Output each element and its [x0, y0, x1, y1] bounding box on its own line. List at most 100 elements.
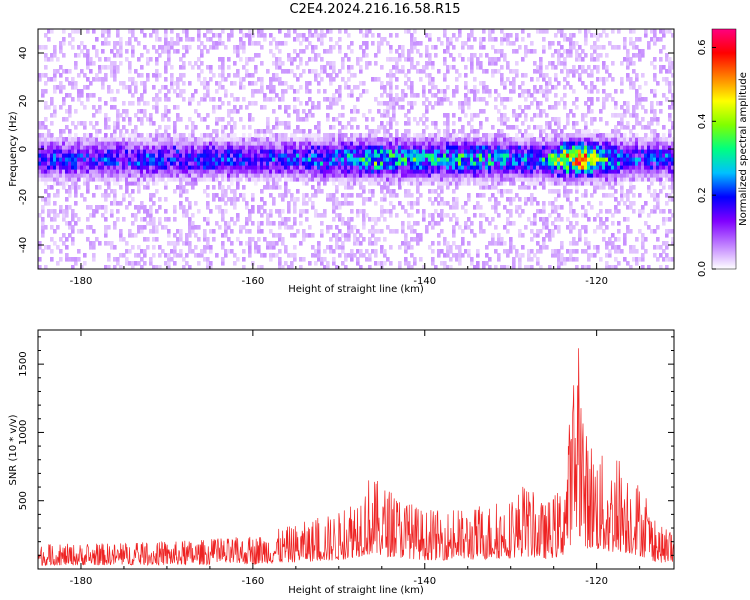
heatmap-cell [59, 45, 63, 50]
heatmap-cell [485, 261, 489, 266]
heatmap-cell [182, 81, 186, 86]
heatmap-cell [503, 97, 507, 102]
heatmap-cell [275, 141, 279, 146]
heatmap-cell [383, 261, 387, 266]
heatmap-cell [260, 141, 264, 146]
heatmap-cell [287, 33, 291, 38]
heatmap-cell [566, 81, 570, 86]
heatmap-cell [146, 209, 150, 214]
heatmap-cell [437, 37, 441, 42]
heatmap-cell [191, 153, 195, 158]
heatmap-cell [224, 209, 228, 214]
heatmap-cell [95, 205, 99, 210]
heatmap-cell [239, 45, 243, 50]
heatmap-cell [548, 213, 552, 218]
heatmap-cell [479, 45, 483, 50]
heatmap-cell [254, 69, 258, 74]
heatmap-cell [338, 37, 342, 42]
heatmap-cell [287, 137, 291, 142]
heatmap-cell [368, 217, 372, 222]
heatmap-cell [377, 173, 381, 178]
heatmap-cell [389, 189, 393, 194]
heatmap-cell [191, 121, 195, 126]
heatmap-cell [278, 265, 282, 269]
heatmap-cell [407, 49, 411, 54]
heatmap-cell [449, 153, 453, 158]
heatmap-cell [146, 173, 150, 178]
heatmap-cell [482, 181, 486, 186]
heatmap-cell [38, 137, 42, 142]
heatmap-cell [299, 165, 303, 170]
heatmap-cell [113, 97, 117, 102]
heatmap-cell [143, 141, 147, 146]
heatmap-cell [389, 45, 393, 50]
heatmap-cell [437, 149, 441, 154]
heatmap-cell [242, 133, 246, 138]
heatmap-cell [197, 261, 201, 266]
heatmap-cell [518, 153, 522, 158]
heatmap-cell [179, 205, 183, 210]
heatmap-cell [539, 245, 543, 250]
heatmap-cell [122, 237, 126, 242]
heatmap-cell [425, 149, 429, 154]
heatmap-cell [302, 109, 306, 114]
heatmap-cell [224, 161, 228, 166]
heatmap-cell [296, 161, 300, 166]
heatmap-cell [110, 145, 114, 150]
heatmap-cell [149, 157, 153, 162]
heatmap-cell [254, 173, 258, 178]
heatmap-cell [194, 245, 198, 250]
heatmap-cell [521, 137, 525, 142]
heatmap-cell [323, 157, 327, 162]
heatmap-cell [332, 161, 336, 166]
heatmap-cell [65, 137, 69, 142]
heatmap-cell [497, 177, 501, 182]
heatmap-cell [497, 173, 501, 178]
heatmap-cell [206, 265, 210, 269]
heatmap-cell [62, 37, 66, 42]
heatmap-cell [98, 165, 102, 170]
heatmap-cell [545, 153, 549, 158]
heatmap-cell [38, 153, 42, 158]
heatmap-cell [428, 245, 432, 250]
heatmap-cell [257, 145, 261, 150]
heatmap-cell [359, 81, 363, 86]
heatmap-cell [506, 117, 510, 122]
heatmap-cell [407, 189, 411, 194]
heatmap-cell [299, 257, 303, 262]
heatmap-cell [437, 89, 441, 94]
heatmap-cell [518, 85, 522, 90]
heatmap-cell [146, 177, 150, 182]
heatmap-cell [152, 153, 156, 158]
heatmap-cell [488, 157, 492, 162]
heatmap-cell [386, 109, 390, 114]
heatmap-cell [380, 197, 384, 202]
heatmap-cell [143, 101, 147, 106]
heatmap-cell [410, 105, 414, 110]
heatmap-cell [530, 93, 534, 98]
heatmap-cell [377, 49, 381, 54]
heatmap-cell [293, 197, 297, 202]
heatmap-cell [335, 89, 339, 94]
heatmap-cell [425, 161, 429, 166]
heatmap-cell [62, 129, 66, 134]
heatmap-cell [122, 125, 126, 130]
heatmap-cell [92, 145, 96, 150]
heatmap-cell [86, 157, 90, 162]
heatmap-cell [545, 233, 549, 238]
heatmap-cell [467, 169, 471, 174]
heatmap-cell [458, 181, 462, 186]
heatmap-cell [497, 257, 501, 262]
heatmap-cell [164, 97, 168, 102]
heatmap-cell [281, 165, 285, 170]
heatmap-cell [260, 29, 264, 34]
heatmap-cell [524, 129, 528, 134]
heatmap-cell [74, 185, 78, 190]
heatmap-cell [425, 165, 429, 170]
heatmap-cell [488, 169, 492, 174]
heatmap-cell [485, 101, 489, 106]
heatmap-cell [410, 141, 414, 146]
heatmap-cell [167, 241, 171, 246]
heatmap-cell [215, 157, 219, 162]
heatmap-cell [194, 153, 198, 158]
